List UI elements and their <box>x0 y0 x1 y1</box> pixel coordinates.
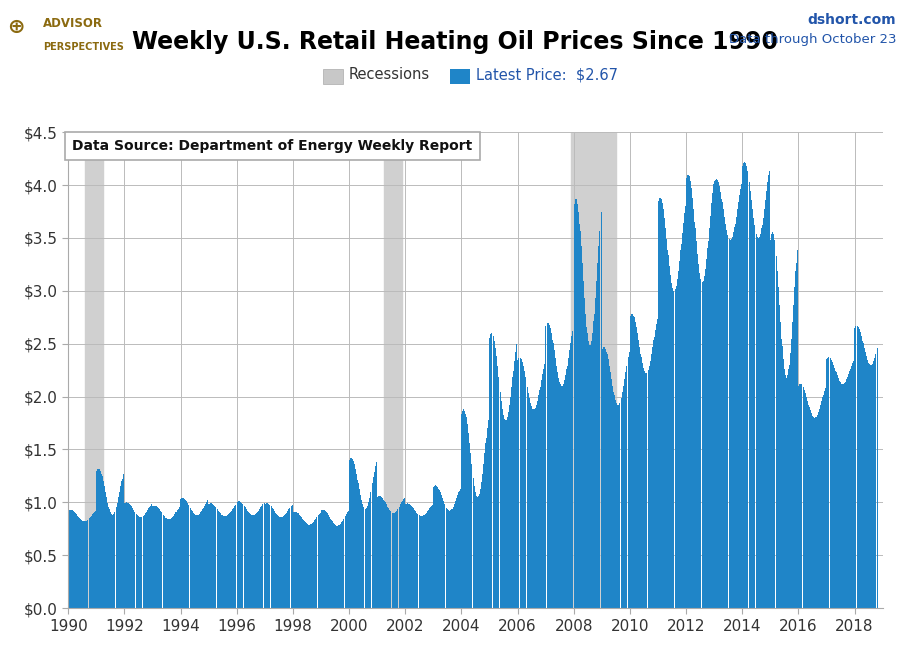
Text: Weekly U.S. Retail Heating Oil Prices Since 1990: Weekly U.S. Retail Heating Oil Prices Si… <box>132 30 778 54</box>
Bar <box>86 132 104 608</box>
Text: Latest Price:  $2.67: Latest Price: $2.67 <box>476 67 618 82</box>
Text: PERSPECTIVES: PERSPECTIVES <box>43 42 124 52</box>
Text: Recessions: Recessions <box>349 67 430 82</box>
Bar <box>571 132 616 608</box>
Bar <box>384 132 402 608</box>
Text: Data through October 23: Data through October 23 <box>729 33 896 46</box>
Text: Data Source: Department of Energy Weekly Report: Data Source: Department of Energy Weekly… <box>72 139 472 153</box>
Text: ADVISOR: ADVISOR <box>43 17 103 30</box>
Text: ⊕: ⊕ <box>6 17 25 36</box>
Text: dshort.com: dshort.com <box>808 13 896 27</box>
